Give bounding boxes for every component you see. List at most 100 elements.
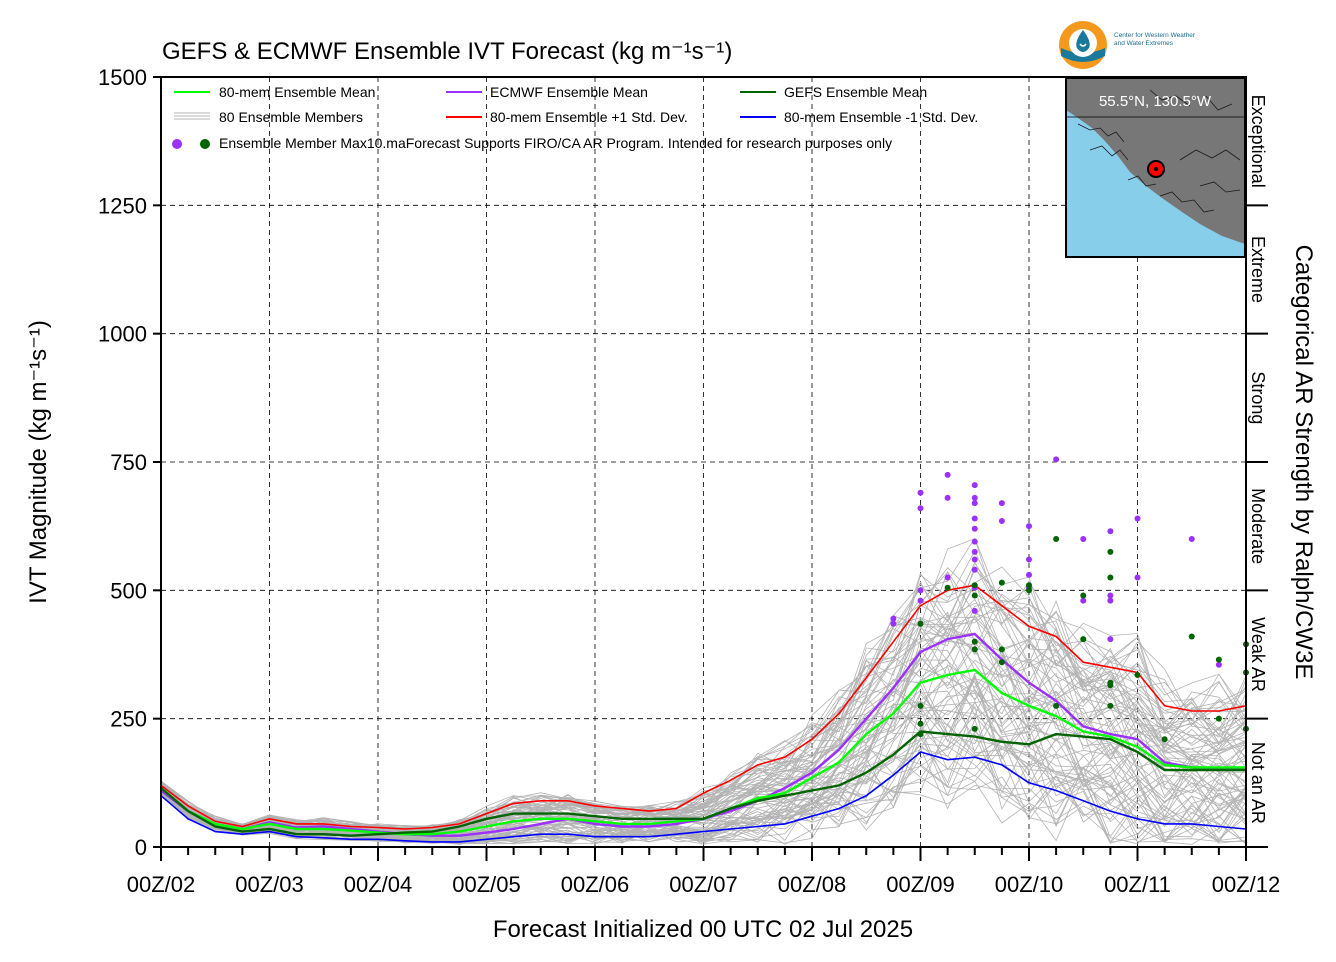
- gefs-max-point: [1053, 702, 1060, 709]
- legend-dot-ecmwf: [172, 139, 182, 149]
- chart-title: GEFS & ECMWF Ensemble IVT Forecast (kg m…: [162, 38, 732, 65]
- ecmwf-max-point: [944, 494, 951, 501]
- gefs-max-point: [998, 659, 1005, 666]
- gefs-max-point: [1107, 682, 1114, 689]
- ensemble-member-line: [160, 678, 1247, 842]
- ensemble-member-line: [160, 600, 1247, 830]
- y-axis-ticks: 0 250 500 750 1000 1250 1500: [98, 65, 161, 860]
- ecmwf-max-point: [917, 597, 924, 604]
- category-label: Extreme: [1248, 236, 1268, 303]
- cw3e-logo-text: Center for Western Weather and Water Ext…: [1114, 32, 1196, 47]
- gefs-max-point: [1026, 587, 1032, 594]
- y-axis-label: IVT Magnitude (kg m⁻¹s⁻¹): [25, 320, 52, 604]
- x-tick-label: 00Z/03: [235, 872, 304, 897]
- y-tick-label: 500: [110, 578, 147, 603]
- ecmwf-max-point: [944, 574, 951, 581]
- gefs-max-point: [971, 638, 978, 645]
- ecmwf-max-point: [971, 482, 978, 489]
- x-tick-label: 00Z/09: [886, 872, 955, 897]
- inset-frame: [1065, 77, 1246, 258]
- ecmwf-max-point: [971, 548, 978, 555]
- gefs-max-point: [1188, 633, 1195, 640]
- y-tick-label: 1000: [98, 322, 147, 347]
- inset-map: 55.5°N, 130.5°W: [1065, 77, 1246, 258]
- gefs-max-point: [1215, 715, 1222, 722]
- gefs-max-point: [1134, 672, 1141, 679]
- gefs-max-point: [998, 646, 1005, 653]
- ensemble-member-line: [160, 700, 1247, 843]
- ecmwf-max-point: [1026, 523, 1032, 530]
- ecmwf-max-point: [890, 620, 897, 627]
- legend-label-members: 80 Ensemble Members: [219, 109, 363, 125]
- right-axis-label: Categorical AR Strength by Ralph/CW3E: [1290, 245, 1317, 680]
- ecmwf-max-point: [971, 556, 978, 563]
- ensemble-member-line: [160, 581, 1247, 831]
- ecmwf-max-point: [1053, 456, 1060, 463]
- inset-coastlines: [1077, 89, 1241, 213]
- legend-label-gefs-mean: GEFS Ensemble Mean: [784, 84, 927, 100]
- y-tick-label: 250: [110, 707, 147, 732]
- series-lines: [160, 584, 1247, 843]
- ecmwf-max-point: [1188, 536, 1195, 542]
- ecmwf-max-point: [971, 538, 978, 545]
- minus-sd-line: [160, 751, 1247, 843]
- ecmwf-max-point: [1080, 536, 1087, 542]
- legend-label-max: Ensemble Member Max10.maForecast Support…: [219, 135, 892, 151]
- x-tick-label: 00Z/10: [995, 872, 1064, 897]
- x-tick-label: 00Z/04: [344, 872, 413, 897]
- category-label: Not an AR: [1248, 742, 1268, 824]
- ensemble-member-line: [160, 648, 1247, 833]
- legend-label-plus-sd: 80-mem Ensemble +1 Std. Dev.: [490, 109, 688, 125]
- ecmwf-max-point: [1215, 661, 1222, 668]
- gefs-max-point: [1026, 582, 1032, 589]
- plus-sd-line: [160, 584, 1247, 830]
- gefs-max-point: [944, 584, 951, 591]
- ecmwf-max-point: [890, 615, 897, 622]
- x-tick-label: 00Z/05: [452, 872, 521, 897]
- gefs-max-point: [971, 592, 978, 599]
- legend-label-ens-mean: 80-mem Ensemble Mean: [219, 84, 375, 100]
- gefs-max-point: [1080, 592, 1087, 599]
- legend-label-ecmwf-mean: ECMWF Ensemble Mean: [490, 84, 648, 100]
- category-label: Moderate: [1248, 488, 1268, 564]
- ecmwf-max-point: [971, 525, 978, 532]
- legend-label-minus-sd: 80-mem Ensemble -1 Std. Dev.: [784, 109, 978, 125]
- ecmwf-max-point: [998, 518, 1005, 525]
- ecmwf-max-point: [971, 515, 978, 522]
- x-tick-label: 00Z/12: [1212, 872, 1281, 897]
- gefs-max-point: [998, 579, 1005, 586]
- gefs-max-point: [971, 725, 978, 732]
- x-tick-label: 00Z/08: [778, 872, 847, 897]
- ecmwf-max-point: [971, 494, 978, 501]
- x-tick-label: 00Z/07: [669, 872, 738, 897]
- category-label: Exceptional: [1248, 95, 1268, 188]
- gefs-max-point: [917, 702, 924, 709]
- ecmwf-max-point: [917, 587, 924, 594]
- x-tick-label: 00Z/02: [127, 872, 196, 897]
- gefs-max-point: [1107, 702, 1114, 709]
- gefs-mean-line: [160, 730, 1246, 837]
- ensemble-member-line: [160, 576, 1247, 831]
- ecmwf-max-point: [944, 471, 951, 478]
- ecmwf-max-point: [1107, 636, 1114, 643]
- ecmwf-max-point: [971, 500, 978, 507]
- ecmwf-max-point: [1134, 515, 1141, 522]
- ecmwf-max-point: [971, 607, 978, 614]
- legend: 80-mem Ensemble Mean ECMWF Ensemble Mean…: [172, 84, 978, 151]
- category-label: Weak AR: [1248, 617, 1268, 692]
- x-axis-label: Forecast Initialized 00 UTC 02 Jul 2025: [493, 916, 913, 943]
- gefs-max-point: [1107, 548, 1114, 555]
- gefs-max-point: [971, 646, 978, 653]
- legend-swatch-members: [174, 112, 210, 120]
- ensemble-member-line: [160, 672, 1247, 837]
- category-label: Strong: [1248, 371, 1268, 424]
- y-tick-label: 0: [135, 835, 147, 860]
- gefs-max-point: [917, 731, 924, 738]
- ecmwf-max-point: [917, 505, 924, 512]
- ecmwf-max-point: [1107, 528, 1114, 535]
- y-tick-label: 750: [110, 450, 147, 475]
- ecmwf-max-point: [1134, 574, 1141, 581]
- legend-dot-gefs: [200, 139, 210, 149]
- gefs-max-point: [1053, 536, 1060, 542]
